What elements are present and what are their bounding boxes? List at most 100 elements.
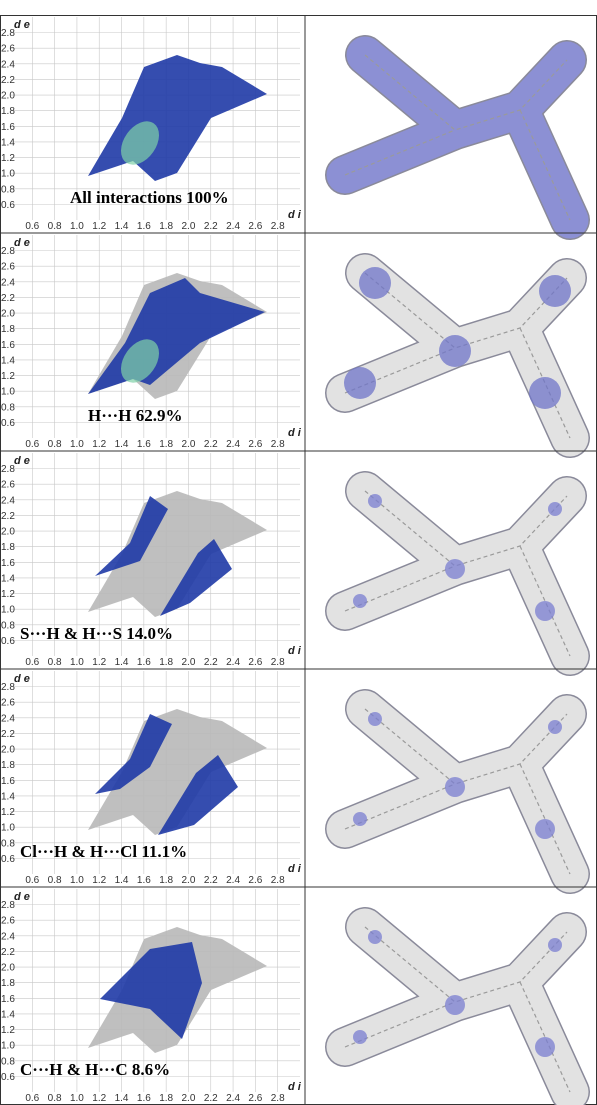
x-tick-label: 2.8 bbox=[271, 221, 285, 232]
y-tick-label: 2.6 bbox=[1, 916, 15, 927]
y-tick-label: 1.0 bbox=[1, 387, 15, 398]
y-tick-label: 1.8 bbox=[1, 324, 15, 335]
fingerprint-region bbox=[88, 55, 267, 181]
y-tick-label: 2.6 bbox=[1, 262, 15, 273]
surface-patch bbox=[529, 377, 561, 409]
y-tick-label: 1.8 bbox=[1, 106, 15, 117]
x-axis-label: d i bbox=[288, 645, 302, 657]
x-tick-label: 0.8 bbox=[48, 657, 62, 668]
y-tick-label: 1.2 bbox=[1, 1025, 15, 1036]
x-tick-label: 1.0 bbox=[70, 657, 84, 668]
surface-patch bbox=[535, 819, 555, 839]
panel: 0.60.81.01.21.41.61.82.02.22.42.62.80.60… bbox=[1, 453, 570, 668]
y-tick-label: 1.8 bbox=[1, 542, 15, 553]
y-tick-label: 0.8 bbox=[1, 402, 15, 413]
y-tick-label: 1.8 bbox=[1, 978, 15, 989]
surface-patch bbox=[548, 502, 562, 516]
surface-patch bbox=[353, 812, 367, 826]
y-tick-label: 1.6 bbox=[1, 340, 15, 351]
x-tick-label: 2.2 bbox=[204, 657, 218, 668]
x-axis-label: d i bbox=[288, 1081, 302, 1093]
y-tick-label: 2.4 bbox=[1, 59, 15, 70]
y-tick-label: 1.4 bbox=[1, 573, 15, 584]
surface bbox=[345, 55, 570, 220]
y-tick-label: 1.0 bbox=[1, 1041, 15, 1052]
x-tick-label: 0.8 bbox=[48, 439, 62, 450]
y-tick-label: 1.4 bbox=[1, 355, 15, 366]
y-tick-label: 1.4 bbox=[1, 791, 15, 802]
y-tick-label: 0.8 bbox=[1, 1056, 15, 1067]
y-axis-label: d e bbox=[14, 19, 30, 31]
y-tick-label: 1.2 bbox=[1, 371, 15, 382]
x-tick-label: 2.4 bbox=[226, 439, 240, 450]
x-tick-label: 1.6 bbox=[137, 1093, 151, 1104]
surface-patch bbox=[368, 712, 382, 726]
plot-label: All interactions 100% bbox=[70, 188, 229, 207]
x-axis-label: d i bbox=[288, 863, 302, 875]
x-tick-label: 0.8 bbox=[48, 221, 62, 232]
molecule-surface bbox=[345, 55, 570, 220]
y-tick-label: 1.6 bbox=[1, 776, 15, 787]
x-tick-label: 0.6 bbox=[25, 221, 39, 232]
y-tick-label: 0.6 bbox=[1, 418, 15, 429]
y-tick-label: 1.6 bbox=[1, 994, 15, 1005]
y-tick-label: 2.2 bbox=[1, 75, 15, 86]
x-tick-label: 1.8 bbox=[159, 221, 173, 232]
y-tick-label: 2.4 bbox=[1, 495, 15, 506]
plot-label: Cl···H & H···Cl 11.1% bbox=[20, 842, 187, 861]
x-tick-label: 1.2 bbox=[92, 221, 106, 232]
x-tick-label: 1.4 bbox=[115, 657, 129, 668]
x-tick-label: 2.6 bbox=[248, 221, 262, 232]
y-tick-label: 0.6 bbox=[1, 200, 15, 211]
y-axis-label: d e bbox=[14, 891, 30, 903]
y-tick-label: 0.8 bbox=[1, 184, 15, 195]
y-axis-label: d e bbox=[14, 455, 30, 467]
y-tick-label: 2.6 bbox=[1, 44, 15, 55]
x-tick-label: 2.6 bbox=[248, 875, 262, 886]
x-tick-label: 2.0 bbox=[182, 221, 196, 232]
y-axis-label: d e bbox=[14, 237, 30, 249]
x-tick-label: 2.0 bbox=[182, 439, 196, 450]
surface-patch bbox=[344, 367, 376, 399]
x-tick-label: 2.4 bbox=[226, 1093, 240, 1104]
x-tick-label: 2.8 bbox=[271, 439, 285, 450]
x-tick-label: 1.6 bbox=[137, 221, 151, 232]
x-tick-label: 1.8 bbox=[159, 439, 173, 450]
x-tick-label: 2.8 bbox=[271, 875, 285, 886]
y-tick-label: 1.4 bbox=[1, 1009, 15, 1020]
x-axis-label: d i bbox=[288, 427, 302, 439]
molecule-surface bbox=[345, 709, 570, 874]
y-tick-label: 2.4 bbox=[1, 713, 15, 724]
x-tick-label: 2.0 bbox=[182, 657, 196, 668]
y-tick-label: 1.2 bbox=[1, 589, 15, 600]
x-tick-label: 1.6 bbox=[137, 439, 151, 450]
x-tick-label: 2.6 bbox=[248, 439, 262, 450]
surface-patch bbox=[353, 1030, 367, 1044]
y-tick-label: 1.0 bbox=[1, 823, 15, 834]
figure: 0.6 0.8 1.0 1.2 1.4 1.6 1.8 2.0 2.2 2.4 2.6 2.8 0.6 0… bbox=[0, 0, 597, 1105]
surface-patch bbox=[368, 930, 382, 944]
x-axis-label: d i bbox=[288, 209, 302, 221]
x-tick-label: 1.2 bbox=[92, 657, 106, 668]
x-tick-label: 2.4 bbox=[226, 221, 240, 232]
x-tick-label: 2.6 bbox=[248, 657, 262, 668]
x-tick-label: 1.6 bbox=[137, 875, 151, 886]
y-tick-label: 0.8 bbox=[1, 620, 15, 631]
molecule-surface bbox=[345, 491, 570, 656]
x-tick-label: 1.2 bbox=[92, 1093, 106, 1104]
y-tick-label: 2.2 bbox=[1, 729, 15, 740]
y-axis-label: d e bbox=[14, 673, 30, 685]
x-tick-label: 0.6 bbox=[25, 657, 39, 668]
y-tick-label: 2.0 bbox=[1, 91, 15, 102]
y-tick-label: 2.2 bbox=[1, 293, 15, 304]
y-tick-label: 2.6 bbox=[1, 480, 15, 491]
x-tick-label: 1.0 bbox=[70, 221, 84, 232]
x-tick-label: 2.2 bbox=[204, 221, 218, 232]
surface-patch bbox=[548, 720, 562, 734]
x-tick-label: 2.0 bbox=[182, 1093, 196, 1104]
y-tick-label: 1.8 bbox=[1, 760, 15, 771]
y-tick-label: 2.4 bbox=[1, 931, 15, 942]
x-tick-label: 1.4 bbox=[115, 439, 129, 450]
